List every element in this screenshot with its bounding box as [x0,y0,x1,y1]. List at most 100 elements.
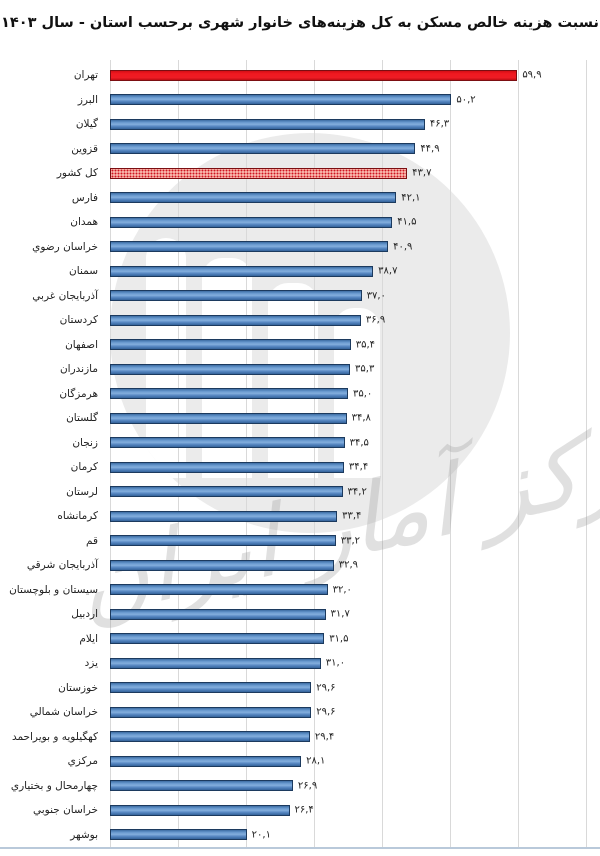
bar-row: ۲۸,۱ [110,749,586,774]
bottom-divider [0,847,600,849]
bar-normal: ۴۴,۹ [110,143,440,154]
province-label: البرز [77,93,98,106]
grid-line [314,60,315,848]
bar-row: ۲۹,۴ [110,725,586,750]
bar-normal: ۳۴,۵ [110,437,369,448]
value-label: ۵۰,۲ [456,94,476,105]
province-label: لرستان [66,485,98,498]
bar-row: ۳۱,۰ [110,651,586,676]
bar-row: ۳۳,۴ [110,504,586,529]
grid-line [110,60,111,848]
bar-row: ۵۰,۲ [110,88,586,113]
value-label: ۲۶,۹ [297,780,318,791]
value-label: ۳۶,۹ [365,314,386,326]
bar-total: ۴۳,۷ [110,167,431,179]
grid-line [382,60,383,848]
value-label: ۳۴,۲ [347,486,367,497]
bar-rows-layer: ۵۹,۹ ۵۰,۲ ۴۶,۳ ۴۴,۹ ۴۳,۷ ۴۲,۱ ۴۱,۵ ۴۰,۹ ۳۸,۷ ۳۷,۰… [110,63,586,847]
province-label: کل کشور [56,167,98,180]
value-label: ۳۱,۵ [329,633,349,644]
value-label: ۲۶,۴ [294,804,314,816]
bar-row: ۴۳,۷ [110,161,586,186]
bar-normal: ۴۲,۱ [110,192,421,203]
bar-normal: ۳۲,۹ [110,559,358,571]
bar-normal: ۳۱,۰ [110,657,345,669]
bar-normal: ۳۸,۷ [110,265,397,277]
bar-normal: ۳۷,۰ [110,290,386,301]
bar-normal: ۲۰,۱ [110,829,271,840]
bar-normal: ۳۵,۴ [110,339,375,350]
category-labels: تهران البرز گیلان قزوین کل کشور فارس همدان خراس… [0,63,104,847]
province-label: کرمان [70,461,98,474]
province-label: آذربایجان شرقي [26,559,98,572]
value-label: ۵۹,۹ [522,69,542,81]
bar-row: ۳۱,۷ [110,602,586,627]
value-label: ۳۱,۷ [330,608,350,620]
grid-line [246,60,247,848]
bar-normal: ۲۹,۶ [110,682,336,693]
bar-row: ۳۱,۵ [110,627,586,652]
value-label: ۴۳,۷ [412,167,432,179]
value-label: ۲۰,۱ [251,829,271,840]
bar-normal: ۲۹,۶ [110,706,336,718]
bar-row: ۳۴,۴ [110,455,586,480]
value-label: ۳۸,۷ [378,265,398,277]
bar-normal: ۲۶,۴ [110,804,314,816]
bar-row: ۲۶,۴ [110,798,586,823]
bar-normal: ۵۰,۲ [110,94,476,105]
bar-row: ۲۹,۶ [110,676,586,701]
province-label: هرمزگان [59,387,98,400]
value-label: ۳۷,۰ [366,290,386,301]
province-label: سمنان [69,265,98,278]
bar-row: ۳۴,۲ [110,480,586,505]
province-label: گلستان [66,412,98,425]
bar-normal: ۳۲,۰ [110,584,352,595]
province-label: کرمانشاه [57,510,98,523]
value-label: ۲۹,۶ [316,682,336,693]
value-label: ۴۰,۹ [393,241,413,252]
province-label: قم [85,534,98,547]
province-label: اصفهان [65,338,98,351]
value-label: ۳۲,۹ [338,559,359,571]
province-label: کهگیلویه و بویراحمد [11,730,98,743]
bar-row: ۴۶,۳ [110,112,586,137]
grid-line [518,60,519,848]
value-label: ۴۲,۱ [401,192,421,203]
value-label: ۲۹,۶ [316,706,336,718]
province-label: خوزستان [58,681,98,694]
value-label: ۳۵,۳ [355,363,375,375]
bar-normal: ۲۶,۹ [110,780,317,791]
bar-normal: ۳۱,۵ [110,633,348,644]
value-label: ۳۳,۴ [342,510,362,522]
value-label: ۳۴,۴ [348,461,369,473]
province-label: همدان [70,216,98,229]
bar-row: ۳۵,۳ [110,357,586,382]
grid-line [450,60,451,848]
province-label: کردستان [59,314,98,327]
value-label: ۳۲,۰ [332,584,352,595]
bar-normal: ۳۴,۲ [110,486,367,497]
bar-normal: ۲۹,۴ [110,731,334,742]
province-label: زنجان [72,436,98,449]
bar-row: ۴۱,۵ [110,210,586,235]
province-label: یزد [84,657,98,670]
bar-row: ۴۲,۱ [110,186,586,211]
province-label: خراسان جنوبي [32,804,98,817]
bar-row: ۴۴,۹ [110,137,586,162]
bar-row: ۲۶,۹ [110,774,586,799]
province-label: قزوین [71,142,98,155]
bar-row: ۳۴,۵ [110,431,586,456]
value-label: ۳۵,۴ [355,339,376,350]
province-label: سیستان و بلوچستان [9,583,98,596]
bar-normal: ۳۶,۹ [110,314,385,326]
gridlines-layer [110,60,587,848]
bar-row: ۲۰,۱ [110,823,586,848]
value-label: ۴۶,۳ [429,118,450,130]
bar-normal: ۴۶,۳ [110,118,449,130]
province-label: مازندران [59,363,98,376]
grid-line [586,60,587,848]
bar-normal: ۳۴,۸ [110,412,371,424]
bar-normal: ۴۰,۹ [110,241,412,252]
value-label: ۳۵,۰ [353,388,373,399]
province-label: خراسان شمالي [29,706,98,719]
